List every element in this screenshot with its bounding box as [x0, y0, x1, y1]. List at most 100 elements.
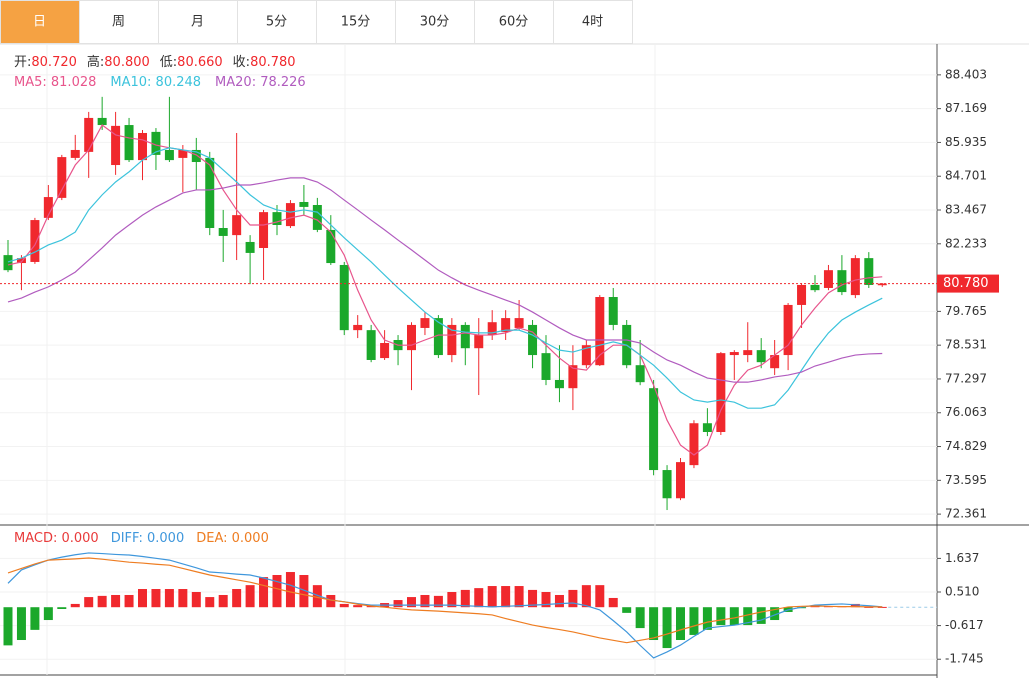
- macd-bar: [460, 589, 470, 608]
- macd-bar: [84, 597, 94, 608]
- tab-label[interactable]: 15分: [341, 15, 371, 30]
- tab-label[interactable]: 60分: [499, 15, 529, 30]
- candle-body: [326, 229, 336, 264]
- y-tick-label: 82.233: [945, 236, 987, 250]
- ohlc-info: 开:80.720 高:80.800 低:80.660 收:80.780: [14, 54, 296, 70]
- legend-entry: MA5: 81.028: [14, 75, 96, 90]
- candle-body: [447, 324, 457, 356]
- macd-bar: [608, 597, 618, 608]
- candle-body: [797, 284, 807, 305]
- macd-bar: [420, 594, 430, 608]
- macd-line: [7, 552, 883, 659]
- macd-bar: [245, 585, 255, 608]
- candle-body: [272, 212, 282, 225]
- tab[interactable]: [79, 0, 159, 44]
- macd-bar: [151, 589, 161, 608]
- candle-body: [339, 264, 349, 331]
- macd-bar: [57, 607, 67, 609]
- tab[interactable]: [0, 0, 80, 44]
- candle-body: [581, 345, 591, 366]
- y-tick-label: 76.063: [945, 405, 987, 419]
- info-value: 80.660: [177, 55, 223, 70]
- candle-body: [16, 258, 26, 264]
- macd-bar: [487, 586, 497, 608]
- candle-body: [837, 270, 847, 293]
- candle-body: [823, 270, 833, 288]
- macd-bar: [676, 607, 685, 641]
- macd-bar: [164, 589, 174, 608]
- candle-body: [864, 258, 874, 285]
- legend-entry: MACD: 0.000: [14, 531, 99, 546]
- candle-body: [541, 353, 551, 380]
- macd-bar: [850, 603, 860, 608]
- macd-bar: [716, 607, 726, 626]
- tab-label[interactable]: 4时: [582, 15, 603, 30]
- tab-label[interactable]: 周: [112, 15, 125, 30]
- macd-bar: [3, 607, 13, 646]
- macd-bar: [43, 607, 53, 621]
- y-tick-label: 0.510: [945, 585, 979, 599]
- macd-bar: [407, 597, 416, 608]
- candle-body: [595, 297, 605, 366]
- candle-body: [810, 284, 820, 291]
- macd-bar: [501, 586, 511, 608]
- candle-body: [164, 149, 174, 161]
- candle-body: [353, 324, 363, 331]
- info-label: 开:: [14, 55, 31, 70]
- info-value: 80.720: [31, 55, 77, 70]
- macd-bar: [756, 607, 766, 624]
- macd-bar: [689, 607, 699, 635]
- candle-body: [245, 241, 255, 253]
- macd-line: [7, 557, 883, 644]
- y-tick-label: 88.403: [945, 67, 987, 81]
- candle-body: [312, 205, 322, 230]
- candle-body: [380, 343, 390, 359]
- y-tick-label: -1.745: [945, 652, 984, 666]
- candle-body: [877, 283, 887, 286]
- candle-body: [528, 324, 538, 356]
- candle-body: [151, 131, 161, 155]
- candle-body: [191, 149, 201, 163]
- tab-bar: 日 周 月 5分 15分 30分 60分 4时: [0, 0, 633, 44]
- macd-bar: [30, 607, 40, 630]
- y-tick-label: 72.361: [945, 507, 987, 521]
- info-value: 80.800: [104, 55, 150, 70]
- candle-body: [729, 352, 739, 356]
- macd-bar: [339, 603, 349, 608]
- legend-entry: DEA: 0.000: [196, 531, 269, 546]
- macd-bar: [285, 572, 295, 608]
- macd-bar: [433, 595, 443, 608]
- candle-body: [178, 149, 188, 158]
- macd-bar: [743, 607, 753, 626]
- y-tick-label: -0.617: [945, 618, 984, 632]
- y-tick-label: 78.531: [945, 338, 987, 352]
- macd-bar: [259, 577, 269, 608]
- tab-label[interactable]: 月: [191, 15, 204, 30]
- tab[interactable]: [158, 0, 238, 44]
- candle-body: [57, 157, 67, 198]
- macd-bar: [111, 594, 121, 608]
- macd-bar: [353, 605, 363, 608]
- tab[interactable]: [395, 0, 475, 44]
- macd-bar: [299, 575, 309, 608]
- legend-entry: MA10: 80.248: [110, 75, 201, 90]
- tab-label[interactable]: 5分: [266, 15, 287, 30]
- macd-bar: [595, 585, 605, 608]
- candle-body: [70, 149, 80, 158]
- macd-bar: [702, 607, 712, 630]
- tab-label[interactable]: 30分: [420, 15, 450, 30]
- ma-legend: MA5: 81.028 MA10: 80.248 MA20: 78.226: [14, 75, 306, 90]
- info-value: 80.780: [250, 55, 296, 70]
- candle-body: [770, 355, 780, 369]
- candle-body: [850, 258, 860, 296]
- y-tick-label: 79.765: [945, 304, 987, 318]
- macd-bar: [528, 589, 538, 608]
- tab-label[interactable]: 日: [33, 15, 46, 30]
- tab[interactable]: [553, 0, 633, 44]
- candle-body: [568, 365, 578, 389]
- candle-body: [30, 220, 40, 262]
- last-price-tag: [937, 274, 999, 293]
- candle-body: [111, 125, 121, 166]
- candle-body: [662, 470, 672, 499]
